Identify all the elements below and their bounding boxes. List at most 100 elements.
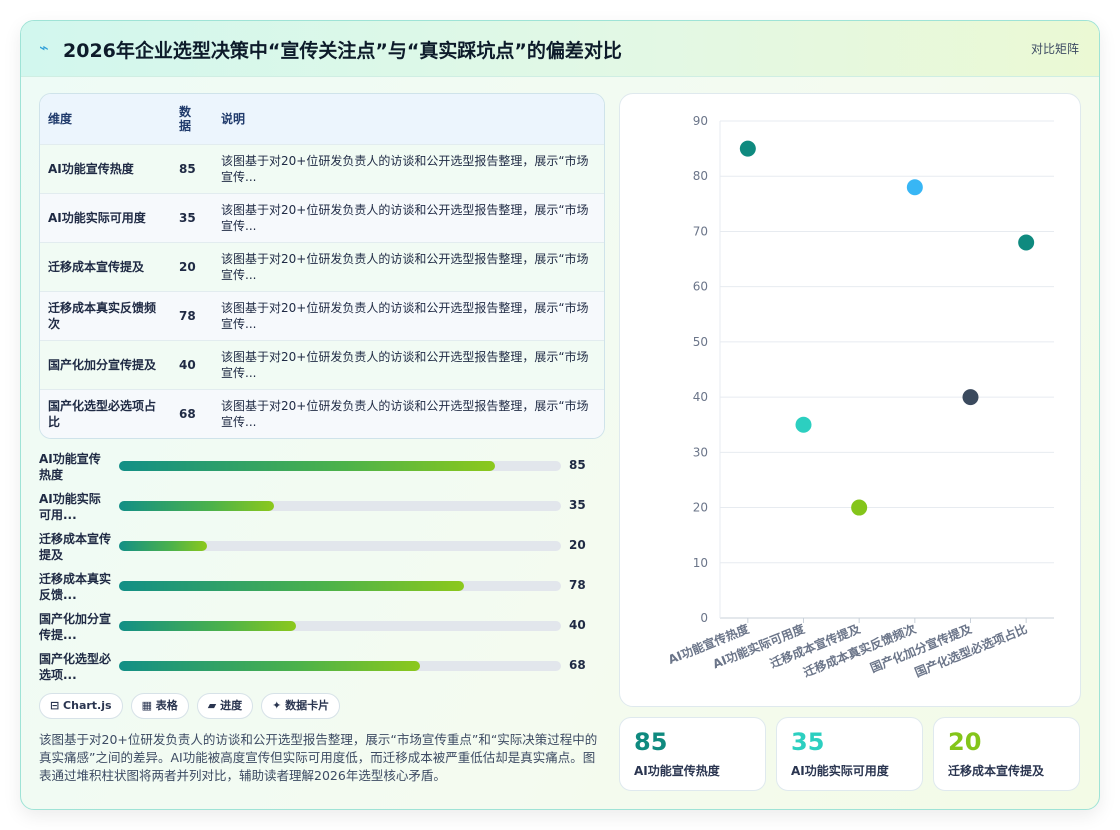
y-tick-label: 30: [693, 445, 708, 459]
y-tick-label: 40: [693, 390, 708, 404]
bar-row: 迁移成本宣传提及 20: [39, 529, 605, 569]
chip-table[interactable]: ▦ 表格: [130, 693, 189, 719]
bar-fill: [119, 621, 296, 631]
data-point: [906, 179, 923, 196]
data-point: [1018, 234, 1035, 251]
data-point: [851, 499, 868, 516]
chart-panel: 0 10 20 30 40 50 60 70 80 90 AI功能宣传热度 AI功能实际可用度 迁移成本…: [619, 93, 1081, 707]
chip-chartjs[interactable]: ⊟ Chart.js: [39, 693, 123, 719]
y-tick-label: 70: [693, 224, 708, 238]
row-dimension: 国产化选型必选项占比: [48, 398, 157, 429]
progress-bars: AI功能宣传热度 85 AI功能实际可用... 35 迁移成本宣传提及 20 迁移成本真实反…: [39, 449, 605, 689]
scatter-chart: 0102030405060708090AI功能宣传热度AI功能实际可用度迁移成本…: [666, 114, 1054, 680]
kpi-label: AI功能实际可用度: [791, 764, 889, 778]
page-title: 2026年企业选型决策中“宣传关注点”与“真实踩坑点”的偏差对比: [63, 40, 622, 62]
summary-text: 该图基于对20+位研发负责人的访谈和公开选型报告整理，展示“市场宣传重点”和“实…: [39, 732, 598, 783]
table-row: 国产化选型必选项占比 68 该图基于对20+位研发负责人的访谈和公开选型报告整理…: [40, 389, 604, 438]
bar-fill: [119, 461, 495, 471]
row-value: 85: [179, 161, 196, 176]
chip-progress[interactable]: ▰ 进度: [196, 693, 254, 719]
bar-value: 78: [569, 578, 586, 592]
row-value: 20: [179, 259, 196, 274]
data-point: [739, 140, 756, 157]
x-tick-label: AI功能实际可用度: [710, 621, 807, 672]
bar-label: AI功能实际可用...: [39, 492, 101, 522]
kpi-value: 85: [634, 728, 668, 756]
kpi-card: 20 迁移成本宣传提及: [933, 717, 1080, 791]
row-description: 该图基于对20+位研发负责人的访谈和公开选型报告整理，展示“市场宣传...: [221, 153, 589, 184]
kpi-card: 85 AI功能宣传热度: [619, 717, 766, 791]
y-tick-label: 20: [693, 501, 708, 515]
bar-fill: [119, 661, 420, 671]
bar-label: 国产化加分宣传提...: [39, 612, 112, 642]
row-description: 该图基于对20+位研发负责人的访谈和公开选型报告整理，展示“市场宣传...: [221, 349, 589, 380]
bar-row: 国产化选型必选项... 68: [39, 649, 605, 689]
row-value: 40: [179, 357, 196, 372]
data-point: [962, 389, 979, 406]
bar-fill: [119, 581, 464, 591]
bar-value: 68: [569, 658, 586, 672]
bar-row: 国产化加分宣传提... 40: [39, 609, 605, 649]
column-header-description: 说明: [221, 112, 246, 127]
y-tick-label: 0: [700, 611, 708, 625]
table-row: 迁移成本真实反馈频次 78 该图基于对20+位研发负责人的访谈和公开选型报告整理…: [40, 291, 604, 340]
row-value: 68: [179, 406, 196, 421]
row-dimension: 迁移成本宣传提及: [48, 259, 145, 274]
bar-fill: [119, 541, 208, 551]
row-dimension: AI功能宣传热度: [48, 161, 134, 176]
view-chips: ⊟ Chart.js ▦ 表格 ▰ 进度 ✦ 数据卡片: [39, 693, 348, 719]
bar-row: AI功能宣传热度 85: [39, 449, 605, 489]
table-row: 迁移成本宣传提及 20 该图基于对20+位研发负责人的访谈和公开选型报告整理，展…: [40, 242, 604, 291]
matrix-badge[interactable]: 对比矩阵: [1030, 42, 1079, 56]
table-row: AI功能实际可用度 35 该图基于对20+位研发负责人的访谈和公开选型报告整理，…: [40, 193, 604, 242]
row-dimension: AI功能实际可用度: [48, 210, 146, 225]
bar-value: 85: [569, 458, 586, 472]
bar-track: [119, 461, 561, 471]
bar-track: [119, 621, 561, 631]
y-tick-label: 60: [693, 280, 708, 294]
kpi-card: 35 AI功能实际可用度: [776, 717, 923, 791]
row-description: 该图基于对20+位研发负责人的访谈和公开选型报告整理，展示“市场宣传...: [221, 300, 589, 331]
bar-label: 迁移成本真实反馈...: [39, 572, 112, 602]
table-row: 国产化加分宣传提及 40 该图基于对20+位研发负责人的访谈和公开选型报告整理，…: [40, 340, 604, 389]
bar-track: [119, 661, 561, 671]
row-description: 该图基于对20+位研发负责人的访谈和公开选型报告整理，展示“市场宣传...: [221, 202, 589, 233]
header: ⌁ 2026年企业选型决策中“宣传关注点”与“真实踩坑点”的偏差对比 对比矩阵: [21, 21, 1099, 77]
bar-track: [119, 501, 561, 511]
row-description: 该图基于对20+位研发负责人的访谈和公开选型报告整理，展示“市场宣传...: [221, 251, 589, 282]
bar-value: 35: [569, 498, 586, 512]
kpi-label: 迁移成本宣传提及: [948, 764, 1045, 778]
lightning-icon: ⌁: [39, 38, 49, 57]
bar-value: 20: [569, 538, 586, 552]
table-row: AI功能宣传热度 85 该图基于对20+位研发负责人的访谈和公开选型报告整理，展…: [40, 144, 604, 193]
y-tick-label: 80: [693, 169, 708, 183]
y-tick-label: 90: [693, 114, 708, 128]
bar-label: 迁移成本宣传提及: [39, 532, 112, 562]
kpi-label: AI功能宣传热度: [634, 764, 720, 778]
bar-value: 40: [569, 618, 586, 632]
column-header-dimension: 维度: [48, 112, 73, 127]
kpi-value: 35: [791, 728, 825, 756]
chip-data-cards[interactable]: ✦ 数据卡片: [261, 693, 341, 719]
column-header-value: 数据: [171, 94, 213, 144]
y-tick-label: 10: [693, 556, 708, 570]
table-header-row: 维度 数据 说明: [40, 94, 604, 144]
row-value: 78: [179, 308, 196, 323]
bar-row: AI功能实际可用... 35: [39, 489, 605, 529]
bar-label: AI功能宣传热度: [39, 452, 101, 482]
bar-fill: [119, 501, 274, 511]
row-value: 35: [179, 210, 196, 225]
data-point: [795, 416, 812, 433]
data-table: 维度 数据 说明 AI功能宣传热度 85 该图基于对20+位研发负责人的访谈和公…: [39, 93, 605, 439]
row-dimension: 国产化加分宣传提及: [48, 357, 157, 372]
row-description: 该图基于对20+位研发负责人的访谈和公开选型报告整理，展示“市场宣传...: [221, 398, 589, 429]
bar-track: [119, 581, 561, 591]
bar-row: 迁移成本真实反馈... 78: [39, 569, 605, 609]
y-tick-label: 50: [693, 335, 708, 349]
column-header-value-text: 数据: [179, 104, 192, 133]
bar-track: [119, 541, 561, 551]
bar-label: 国产化选型必选项...: [39, 652, 112, 682]
row-dimension: 迁移成本真实反馈频次: [48, 300, 157, 331]
main-card: ⌁ 2026年企业选型决策中“宣传关注点”与“真实踩坑点”的偏差对比 对比矩阵 …: [20, 20, 1100, 810]
kpi-value: 20: [948, 728, 982, 756]
